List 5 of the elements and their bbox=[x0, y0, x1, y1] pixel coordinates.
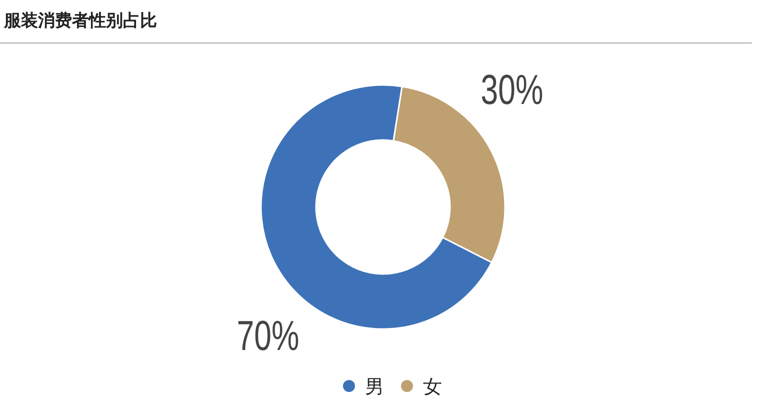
legend-label: 男 bbox=[365, 376, 384, 398]
legend-label: 女 bbox=[423, 376, 442, 398]
data-label: 30% bbox=[480, 66, 544, 114]
text: 服装消费者性别占比 bbox=[3, 11, 157, 31]
data-label: 70% bbox=[236, 312, 300, 360]
